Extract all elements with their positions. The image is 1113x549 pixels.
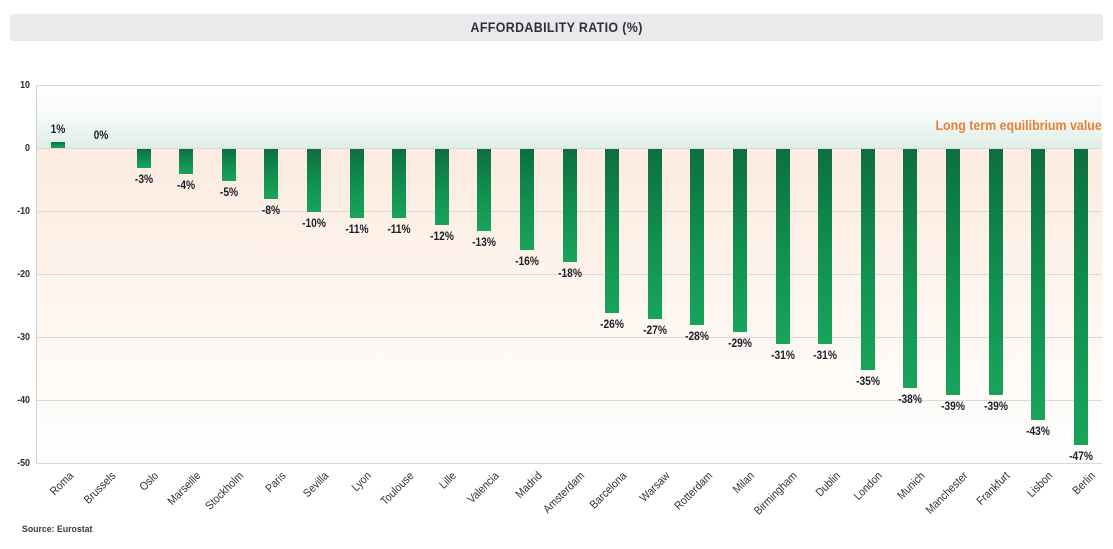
value-label: -35% (855, 373, 880, 388)
value-label: -12% (429, 228, 454, 243)
x-axis-label-marseille: Marseille (165, 470, 204, 508)
x-axis-label-lille: Lille (437, 470, 460, 492)
x-axis-label-madrid: Madrid (513, 470, 545, 501)
value-label: -11% (344, 222, 369, 237)
value-label: -47% (1068, 449, 1093, 464)
gridline (37, 148, 1102, 149)
bar-amsterdam (562, 149, 577, 263)
y-axis-tick-label: -40 (17, 394, 30, 406)
y-axis-tick-label: 0 (25, 142, 30, 154)
bar-marseille (179, 149, 194, 175)
x-axis-label-paris: Paris (263, 470, 289, 496)
value-label: -5% (219, 184, 238, 199)
value-label: -11% (387, 222, 411, 237)
bar-roma (51, 141, 66, 148)
value-label: 0% (93, 128, 109, 142)
x-axis-label-amsterdam: Amsterdam (541, 470, 587, 516)
bar-stockholm (221, 149, 236, 181)
x-axis-label-birmingham: Birmingham (752, 470, 800, 518)
x-axis-label-manchester: Manchester (923, 470, 971, 517)
x-axis-label-milan: Milan (731, 470, 758, 496)
bar-barcelona (605, 149, 620, 313)
bar-milan (732, 149, 747, 332)
value-label: -18% (557, 266, 582, 281)
value-label: -27% (642, 323, 667, 338)
value-label: -43% (1026, 423, 1051, 438)
x-axis-label-frankfurt: Frankfurt (975, 470, 1013, 508)
y-axis-line (36, 85, 37, 463)
x-axis-label-london: London (852, 470, 886, 503)
value-label: -38% (898, 392, 923, 407)
bar-manchester (945, 149, 960, 395)
value-label: -8% (262, 203, 281, 218)
bar-frankfurt (988, 149, 1003, 395)
bar-lille (434, 149, 449, 225)
value-label: -31% (770, 348, 795, 363)
value-label: -10% (301, 216, 326, 230)
bar-rotterdam (690, 149, 705, 326)
gridline (37, 400, 1102, 401)
bar-berlin (1073, 149, 1088, 446)
y-axis-tick-label: -10 (17, 205, 30, 217)
x-axis-label-roma: Roma (47, 470, 76, 499)
bar-warsaw (647, 149, 662, 320)
bar-sevilla (306, 149, 321, 212)
bar-dublin (818, 149, 833, 345)
chart-title: AFFORDABILITY RATIO (%) (470, 20, 643, 35)
x-axis-label-warsaw: Warsaw (637, 470, 673, 505)
value-label: -26% (600, 316, 625, 331)
bar-lisbon (1031, 149, 1046, 420)
bar-birmingham (775, 149, 790, 345)
x-axis-label-rotterdam: Rotterdam (672, 470, 715, 513)
bar-paris (264, 149, 279, 200)
value-label: -16% (514, 253, 539, 268)
plot-area (36, 85, 1102, 464)
bar-oslo (136, 149, 151, 168)
source-note: Source: Eurostat (22, 524, 93, 535)
value-label: -31% (813, 348, 838, 363)
value-label: -39% (983, 398, 1008, 413)
x-axis-label-berlin: Berlin (1070, 470, 1099, 498)
x-axis-label-barcelona: Barcelona (588, 470, 630, 512)
chart-title-bar: AFFORDABILITY RATIO (%) (10, 14, 1103, 41)
bar-toulouse (392, 149, 407, 219)
x-axis-label-brussels: Brussels (81, 470, 119, 507)
bar-lyon (349, 149, 364, 219)
value-label: 1% (50, 121, 66, 136)
x-axis-label-toulouse: Toulouse (378, 470, 417, 508)
bar-london (860, 149, 875, 370)
bar-munich (903, 149, 918, 389)
x-axis-label-munich: Munich (895, 470, 928, 503)
x-axis-label-oslo: Oslo (137, 470, 161, 494)
value-label: -29% (727, 335, 752, 350)
y-axis-tick-label: -20 (17, 268, 30, 280)
y-axis-tick-label: 10 (20, 79, 30, 91)
gridline (37, 274, 1102, 275)
x-axis-label-lisbon: Lisbon (1025, 470, 1056, 501)
y-axis-tick-label: -30 (17, 331, 30, 343)
gridline (37, 337, 1102, 338)
gridline (37, 85, 1102, 86)
value-label: -28% (685, 329, 710, 344)
x-axis-label-sevilla: Sevilla (301, 470, 332, 501)
x-axis-label-stockholm: Stockholm (203, 470, 247, 513)
x-axis-label-valencia: Valencia (465, 470, 502, 507)
gridline (37, 463, 1102, 464)
value-label: -13% (472, 234, 497, 249)
bar-valencia (477, 149, 492, 231)
value-label: -4% (177, 178, 196, 193)
bar-madrid (519, 149, 534, 250)
x-axis-label-dublin: Dublin (813, 470, 843, 500)
x-axis-label-lyon: Lyon (349, 470, 374, 495)
value-label: -39% (940, 398, 965, 413)
equilibrium-annotation-label: Long term equilibrium value (935, 118, 1102, 133)
positive-region-background (37, 85, 1102, 148)
y-axis-tick-label: -50 (17, 457, 30, 469)
value-label: -3% (134, 171, 153, 186)
